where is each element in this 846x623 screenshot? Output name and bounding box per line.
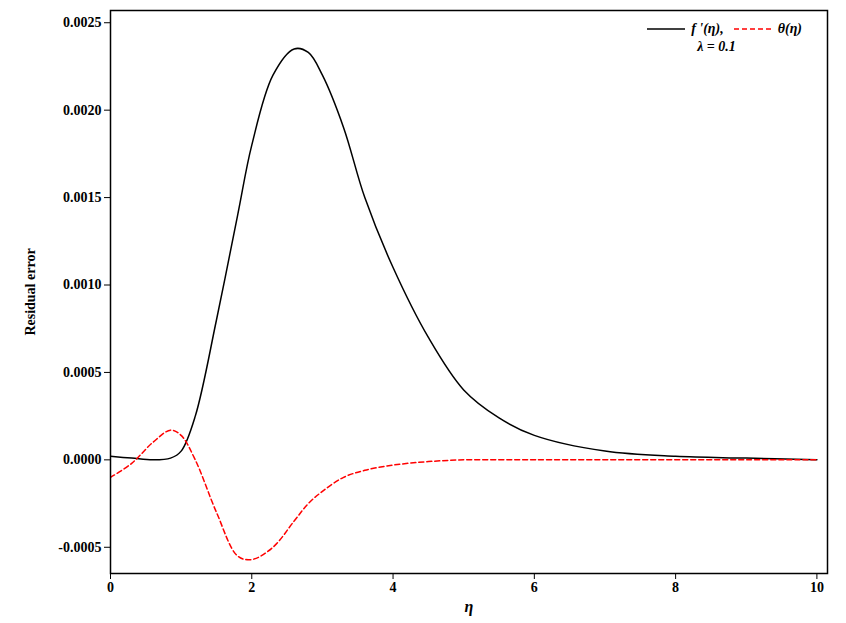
svg-text:0.0000: 0.0000: [63, 452, 102, 467]
svg-text:-0.0005: -0.0005: [58, 540, 101, 555]
svg-text:0.0025: 0.0025: [63, 15, 102, 30]
svg-text:10: 10: [810, 580, 824, 595]
svg-text:6: 6: [531, 580, 538, 595]
svg-text:0.0015: 0.0015: [63, 190, 102, 205]
html-text:f '(η),: f '(η),: [691, 21, 724, 36]
html-text:θ(η): θ(η): [777, 21, 802, 36]
svg-text:0.0005: 0.0005: [63, 365, 102, 380]
svg-text:0.0010: 0.0010: [63, 277, 102, 292]
svg-text:8: 8: [672, 580, 679, 595]
svg-text:4: 4: [390, 580, 397, 595]
svg-text:0: 0: [107, 580, 114, 595]
html-text:λ = 0.1: λ = 0.1: [697, 39, 736, 54]
svg-text:η: η: [465, 598, 474, 616]
svg-text:2: 2: [248, 580, 255, 595]
svg-text:0.0020: 0.0020: [63, 103, 102, 118]
svg-text:Residual error: Residual error: [23, 248, 38, 335]
